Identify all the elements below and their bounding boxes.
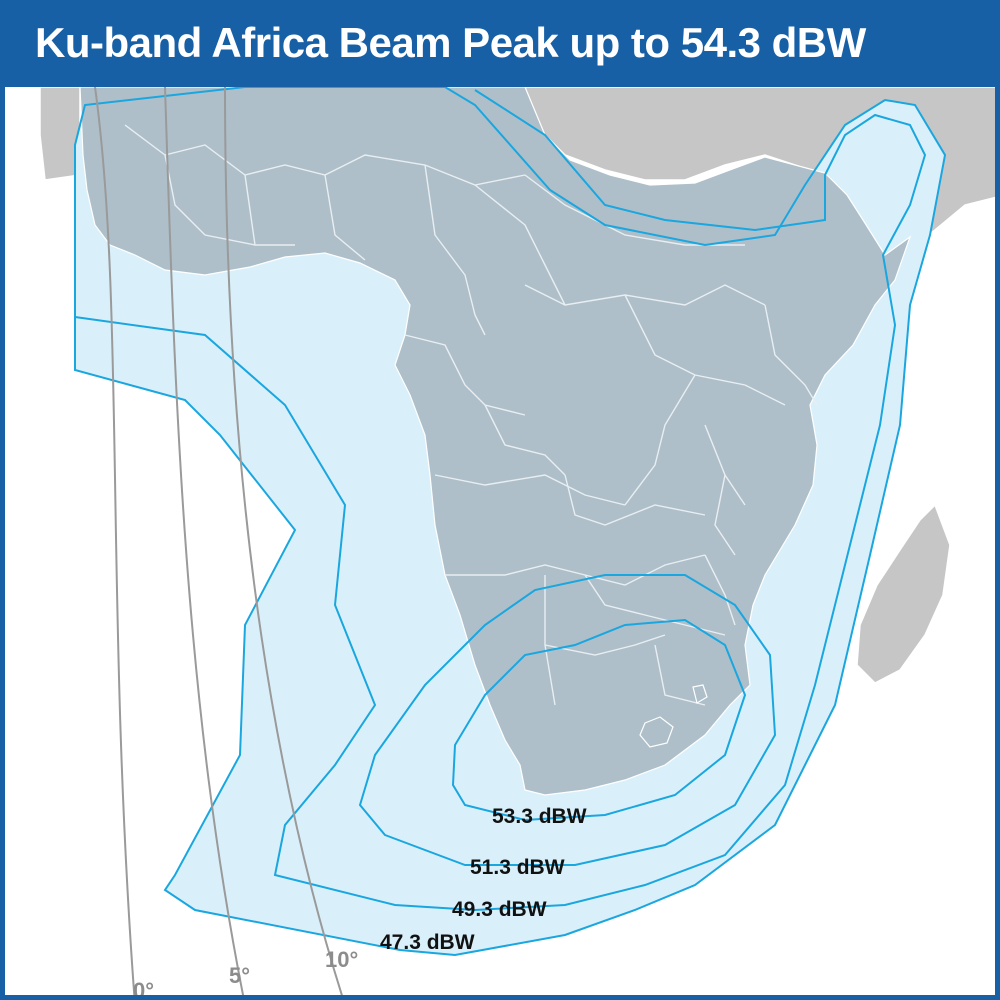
contour-label-51-3: 51.3 dBW [470,856,565,879]
longitude-label-0: 0° [133,978,154,1000]
contour-label-49-3: 49.3 dBW [452,898,547,921]
contour-53-3 [451,618,747,822]
contour-49-3 [74,89,927,912]
lesotho-shape [639,716,674,748]
title-bar: Ku-band Africa Beam Peak up to 54.3 dBW [5,5,995,87]
eswatini-shape [692,684,708,704]
contour-47-3 [74,86,947,957]
contour-label-53-3: 53.3 dBW [492,805,587,828]
west-africa-coast [39,86,81,181]
page-title: Ku-band Africa Beam Peak up to 54.3 dBW [35,19,866,66]
beam-contours [74,86,947,957]
longitude-label-10: 10° [325,947,358,972]
longitude-arc-5 [164,86,245,995]
contour-51-3 [358,574,777,866]
longitude-arc-10 [224,86,343,995]
longitude-arc-0 [94,86,136,995]
beam-coverage-map: 53.3 dBW 51.3 dBW 49.3 dBW 47.3 dBW 0° 5… [39,86,995,1000]
longitude-arcs [94,86,343,995]
madagascar-island [856,503,951,684]
longitude-label-5: 5° [229,963,250,988]
contour-label-47-3: 47.3 dBW [380,931,475,954]
country-borders [124,124,818,706]
